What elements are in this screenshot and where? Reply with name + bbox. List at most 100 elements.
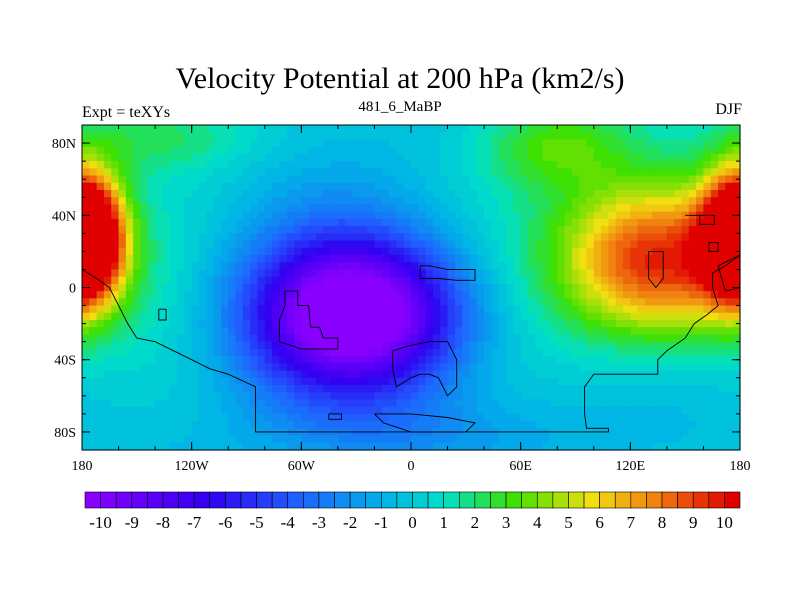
field-cell (535, 334, 544, 343)
field-cell (688, 385, 697, 393)
field-cell (242, 197, 251, 206)
field-cell (659, 435, 668, 444)
field-cell (608, 146, 617, 155)
field-cell (513, 269, 522, 278)
field-cell (206, 413, 215, 422)
field-cell (264, 363, 273, 372)
field-cell (89, 413, 98, 422)
field-cell (367, 435, 376, 444)
field-cell (308, 298, 317, 307)
field-cell (513, 197, 522, 206)
field-cell (432, 211, 441, 220)
field-cell (286, 334, 295, 343)
field-cell (484, 247, 493, 256)
field-cell (111, 312, 120, 321)
field-cell (118, 283, 127, 292)
field-cell (396, 399, 405, 408)
field-cell (381, 435, 390, 444)
field-cell (623, 413, 631, 422)
field-cell (484, 399, 493, 408)
field-cell (498, 190, 507, 198)
field-cell (308, 146, 317, 155)
field-cell (279, 442, 288, 451)
field-cell (476, 399, 485, 408)
field-cell (549, 132, 558, 141)
field-cell (337, 406, 346, 415)
field-cell (659, 298, 668, 307)
field-cell (367, 385, 376, 393)
field-cell (644, 226, 653, 234)
field-cell (703, 305, 712, 314)
field-cell (440, 442, 449, 451)
field-cell (520, 435, 529, 444)
field-cell (630, 197, 639, 206)
field-cell (454, 421, 463, 429)
field-cell (257, 262, 266, 271)
field-cell (732, 377, 741, 386)
field-cell (542, 421, 551, 429)
field-cell (125, 392, 134, 401)
field-cell (513, 175, 522, 184)
field-cell (688, 356, 697, 364)
field-cell (125, 276, 134, 285)
field-cell (506, 283, 514, 292)
field-cell (484, 153, 493, 162)
field-cell (403, 291, 412, 299)
field-cell (264, 153, 273, 162)
field-cell (462, 153, 471, 162)
field-cell (564, 269, 573, 278)
field-cell (89, 233, 98, 242)
field-cell (469, 406, 478, 415)
field-cell (191, 139, 200, 148)
field-cell (257, 190, 266, 198)
field-cell (630, 428, 639, 437)
field-cell (725, 341, 734, 350)
field-cell (623, 255, 631, 263)
field-cell (345, 190, 354, 198)
field-cell (162, 153, 171, 162)
field-cell (542, 190, 551, 198)
field-cell (396, 334, 405, 343)
field-cell (155, 168, 164, 177)
field-cell (476, 276, 485, 285)
field-cell (315, 175, 324, 184)
field-cell (206, 363, 215, 372)
field-cell (89, 435, 98, 444)
field-cell (630, 442, 639, 451)
field-cell (301, 168, 310, 177)
field-cell (272, 305, 280, 314)
field-cell (279, 435, 288, 444)
field-cell (411, 312, 419, 321)
field-cell (476, 327, 485, 336)
field-cell (498, 132, 507, 141)
field-cell (432, 421, 441, 429)
field-cell (396, 168, 405, 177)
field-cell (250, 305, 259, 314)
field-cell (191, 153, 200, 162)
field-cell (206, 182, 215, 191)
field-cell (82, 153, 90, 162)
field-cell (666, 190, 675, 198)
field-cell (601, 182, 609, 191)
field-cell (425, 348, 434, 357)
field-cell (579, 175, 588, 184)
field-cell (264, 190, 273, 198)
field-cell (659, 197, 668, 206)
field-cell (279, 298, 288, 307)
field-cell (601, 356, 609, 364)
field-cell (601, 305, 609, 314)
field-cell (169, 327, 178, 336)
field-cell (103, 226, 112, 234)
field-cell (549, 255, 558, 263)
field-cell (440, 413, 449, 422)
field-cell (96, 377, 105, 386)
field-cell (177, 161, 185, 169)
field-cell (213, 153, 222, 162)
field-cell (125, 233, 134, 242)
field-cell (235, 341, 244, 350)
field-cell (644, 211, 653, 220)
field-cell (688, 305, 697, 314)
field-cell (103, 312, 112, 321)
field-cell (484, 320, 493, 328)
field-cell (184, 211, 193, 220)
